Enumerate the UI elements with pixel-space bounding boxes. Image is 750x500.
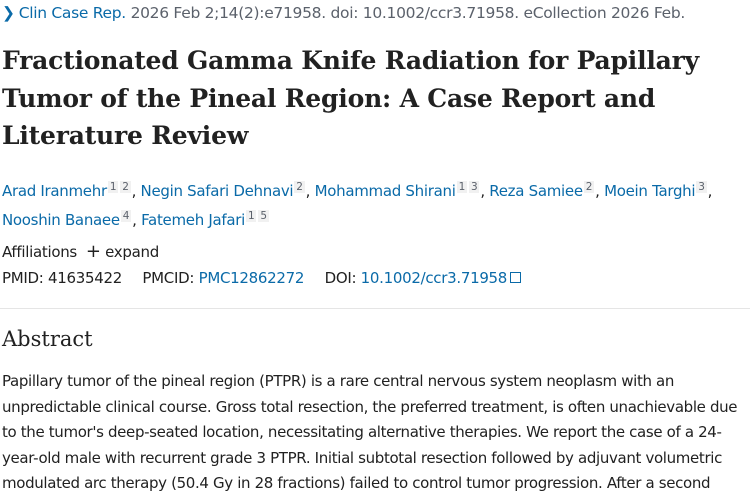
author-link[interactable]: Fatemeh Jafari [141,211,246,229]
abstract-text: Papillary tumor of the pineal region (PT… [2,372,738,492]
author-link[interactable]: Reza Samiee [489,182,583,200]
plus-icon: + [85,241,101,262]
expand-affiliations-button[interactable]: + expand [85,241,159,262]
divider [0,308,750,309]
abstract-heading: Abstract [2,327,93,351]
author-link[interactable]: Arad Iranmehr [2,182,107,200]
affiliation-number[interactable]: 1 [456,181,467,193]
journal-link[interactable]: Clin Case Rep. [18,4,127,22]
pmcid-link[interactable]: PMC12862272 [198,269,305,287]
author-link[interactable]: Moein Targhi [604,182,696,200]
doi-link[interactable]: 10.1002/ccr3.71958 [360,269,522,287]
affiliation-number[interactable]: 5 [258,210,269,222]
external-link-icon [510,272,522,283]
affiliation-number[interactable]: 2 [583,181,595,193]
author-link[interactable]: Mohammad Shirani [314,182,456,200]
affiliation-number[interactable]: 4 [120,210,132,222]
pmcid-label: PMCID: [142,269,195,287]
citation: ❯ Clin Case Rep. 2026 Feb 2;14(2):e71958.… [2,4,685,22]
pmid-value: 41635422 [47,269,122,287]
affiliations: Affiliations + expand [2,241,159,262]
affiliation-number[interactable]: 1 [246,210,257,222]
expand-label: expand [105,243,159,261]
doi-value: 10.1002/ccr3.71958 [360,269,508,287]
affiliation-number[interactable]: 1 [107,181,119,193]
affiliations-label: Affiliations [2,243,77,261]
affiliation-number[interactable]: 3 [696,181,707,193]
pmid-label: PMID: [2,269,44,287]
author-list: Arad Iranmehr 1 2, Negin Safari Dehnavi 2, … [2,181,713,229]
author-link[interactable]: Nooshin Banaee [2,211,120,229]
chevron-right-icon[interactable]: ❯ [2,4,15,22]
affiliation-number[interactable]: 3 [468,181,480,193]
affiliation-number[interactable]: 2 [120,181,131,193]
affiliation-number[interactable]: 2 [294,181,305,193]
identifiers: PMID: 41635422 PMCID: PMC12862272 DOI: 1… [2,269,522,287]
author-link[interactable]: Negin Safari Dehnavi [140,182,294,200]
article-title: Fractionated Gamma Knife Radiation for P… [2,46,699,150]
citation-details: 2026 Feb 2;14(2):e71958. doi: 10.1002/cc… [130,4,686,22]
doi-label: DOI: [324,269,357,287]
